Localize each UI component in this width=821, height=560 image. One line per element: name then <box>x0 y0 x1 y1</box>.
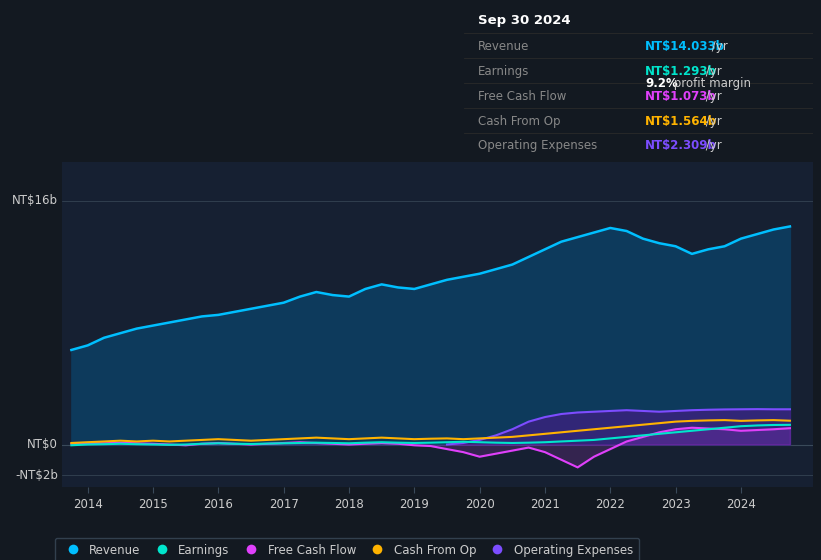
Text: NT$2.309b: NT$2.309b <box>645 139 718 152</box>
Legend: Revenue, Earnings, Free Cash Flow, Cash From Op, Operating Expenses: Revenue, Earnings, Free Cash Flow, Cash … <box>55 538 639 560</box>
Text: /yr: /yr <box>702 139 722 152</box>
Text: NT$1.564b: NT$1.564b <box>645 115 718 128</box>
Text: Free Cash Flow: Free Cash Flow <box>478 90 566 102</box>
Text: /yr: /yr <box>708 40 728 53</box>
Text: NT$1.073b: NT$1.073b <box>645 90 717 102</box>
Text: NT$14.033b: NT$14.033b <box>645 40 725 53</box>
Text: profit margin: profit margin <box>671 77 751 90</box>
Text: 9.2%: 9.2% <box>645 77 678 90</box>
Text: NT$1.293b: NT$1.293b <box>645 64 718 78</box>
Text: Earnings: Earnings <box>478 64 530 78</box>
Text: Sep 30 2024: Sep 30 2024 <box>478 14 571 27</box>
Text: -NT$2b: -NT$2b <box>15 469 57 482</box>
Text: Cash From Op: Cash From Op <box>478 115 560 128</box>
Text: /yr: /yr <box>702 115 722 128</box>
Text: NT$0: NT$0 <box>27 438 57 451</box>
Text: Operating Expenses: Operating Expenses <box>478 139 597 152</box>
Text: /yr: /yr <box>702 90 722 102</box>
Text: NT$16b: NT$16b <box>11 194 57 207</box>
Text: /yr: /yr <box>702 64 722 78</box>
Text: Revenue: Revenue <box>478 40 530 53</box>
